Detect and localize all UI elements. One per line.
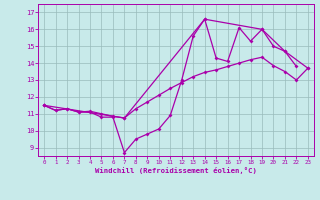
X-axis label: Windchill (Refroidissement éolien,°C): Windchill (Refroidissement éolien,°C) bbox=[95, 167, 257, 174]
